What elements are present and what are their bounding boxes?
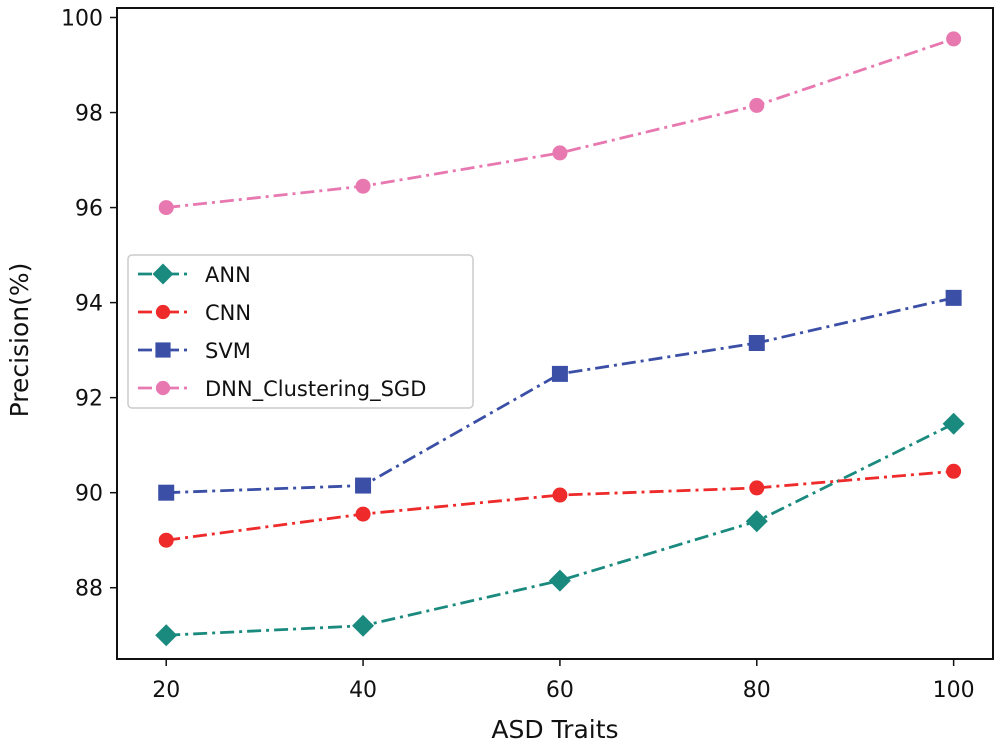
x-axis: 20 40 60 80 100 <box>152 659 975 703</box>
y-tick-label: 90 <box>75 482 103 507</box>
data-point-ann <box>942 412 965 435</box>
data-point-cnn <box>946 463 962 479</box>
legend: ANN CNN SVM DNN_Clustering_SGD <box>127 254 474 409</box>
x-tick-label: 100 <box>933 678 975 703</box>
data-point-dnn-clustering-sgd <box>552 145 568 161</box>
x-tick-label: 60 <box>546 678 574 703</box>
series-line-ann <box>166 422 955 637</box>
y-tick-label: 88 <box>75 577 103 602</box>
legend-marker-cnn <box>155 304 171 320</box>
legend-label-cnn: CNN <box>205 301 251 325</box>
data-point-dnn-clustering-sgd <box>158 200 174 216</box>
y-tick-label: 100 <box>61 7 103 32</box>
x-tick-label: 40 <box>349 678 377 703</box>
data-point-cnn <box>355 506 371 522</box>
legend-marker-dnn-clustering-sgd <box>155 380 171 396</box>
data-point-svm <box>748 335 765 352</box>
y-tick-label: 94 <box>75 292 103 317</box>
data-point-ann <box>155 624 178 647</box>
x-tick-label: 20 <box>152 678 180 703</box>
y-axis: 88 90 92 94 96 98 100 <box>61 7 117 602</box>
legend-label-dnn-clustering-sgd: DNN_Clustering_SGD <box>205 377 426 402</box>
data-point-svm <box>945 289 962 306</box>
data-point-cnn <box>552 487 568 503</box>
y-axis-label: Precision(%) <box>5 263 34 418</box>
y-tick-label: 96 <box>75 197 103 222</box>
data-point-ann <box>352 614 375 637</box>
series-line-dnn-clustering-sgd <box>166 37 955 209</box>
x-tick-label: 80 <box>743 678 771 703</box>
data-point-cnn <box>749 480 765 496</box>
legend-marker-ann <box>152 263 174 285</box>
y-tick-label: 92 <box>75 387 103 412</box>
legend-box <box>127 254 474 409</box>
data-point-ann <box>745 510 768 533</box>
data-point-cnn <box>158 532 174 548</box>
series-layer <box>155 31 965 647</box>
data-point-svm <box>551 365 568 382</box>
data-point-dnn-clustering-sgd <box>946 31 962 47</box>
plot-frame <box>116 7 994 660</box>
data-point-dnn-clustering-sgd <box>355 178 371 194</box>
x-axis-label: ASD Traits <box>491 715 618 744</box>
legend-label-ann: ANN <box>205 263 251 287</box>
legend-marker-svm <box>155 342 171 358</box>
y-tick-label: 98 <box>75 102 103 127</box>
data-point-ann <box>548 569 571 592</box>
legend-label-svm: SVM <box>205 339 251 363</box>
data-point-svm <box>355 477 372 494</box>
data-point-svm <box>158 484 175 501</box>
data-point-dnn-clustering-sgd <box>749 97 765 113</box>
series-line-cnn <box>166 469 954 542</box>
